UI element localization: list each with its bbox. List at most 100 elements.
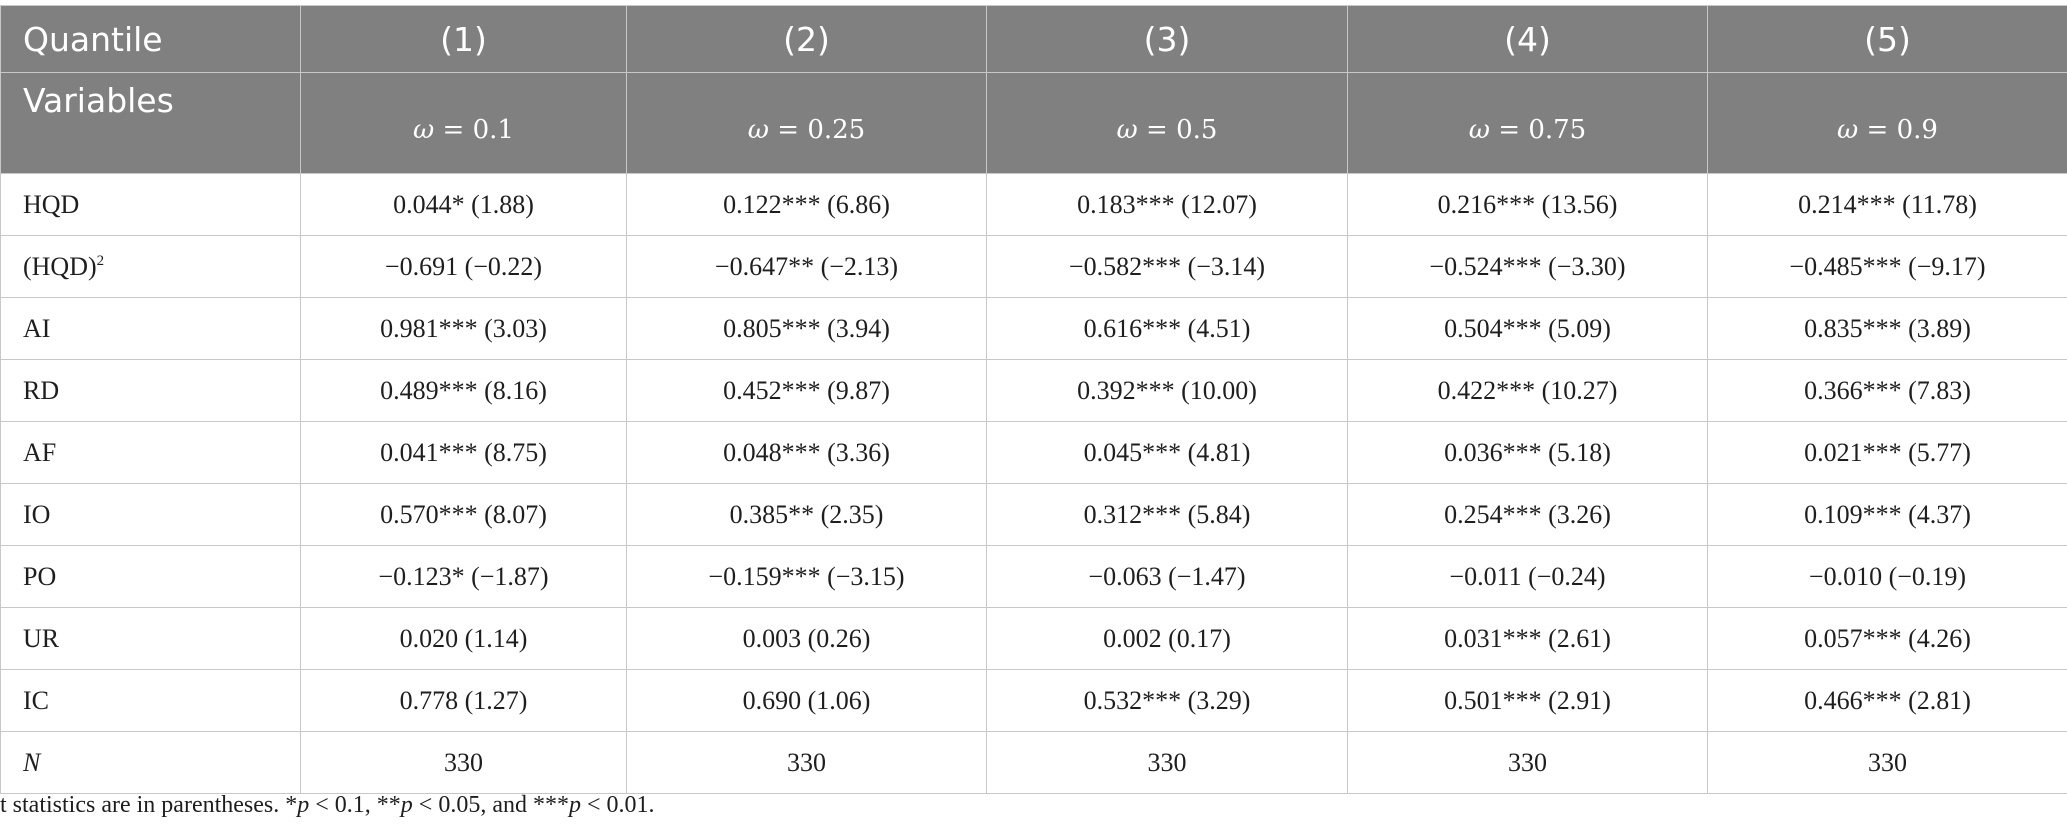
- table-cell: 0.003 (0.26): [626, 607, 987, 670]
- table-cell: 0.002 (0.17): [986, 607, 1348, 670]
- table-row: AI 0.981*** (3.03) 0.805*** (3.94) 0.616…: [0, 297, 2067, 360]
- table-row: UR 0.020 (1.14) 0.003 (0.26) 0.002 (0.17…: [0, 607, 2067, 670]
- table-row: PO −0.123* (−1.87) −0.159*** (−3.15) −0.…: [0, 545, 2067, 608]
- table-cell: −0.524*** (−3.30): [1347, 235, 1708, 298]
- row-label-n: N: [0, 731, 301, 794]
- omega-header-4: ω = 0.75: [1347, 72, 1708, 174]
- omega-value: 0.5: [1176, 115, 1218, 145]
- p-symbol: p: [400, 792, 413, 818]
- table-cell: 0.422*** (10.27): [1347, 359, 1708, 422]
- omega-symbol: ω: [747, 115, 769, 145]
- table-cell: 0.109*** (4.37): [1707, 483, 2067, 546]
- superscript: 2: [96, 252, 105, 269]
- table-row: HQD 0.044* (1.88) 0.122*** (6.86) 0.183*…: [0, 173, 2067, 236]
- table-row: IO 0.570*** (8.07) 0.385** (2.35) 0.312*…: [0, 483, 2067, 546]
- column-number-3: (3): [986, 5, 1348, 73]
- table-cell: 0.216*** (13.56): [1347, 173, 1708, 236]
- footnote-text: < 0.01.: [580, 792, 655, 818]
- omega-header-2: ω = 0.25: [626, 72, 987, 174]
- table-cell: −0.010 (−0.19): [1707, 545, 2067, 608]
- table-cell: −0.691 (−0.22): [300, 235, 627, 298]
- table-cell: 0.981*** (3.03): [300, 297, 627, 360]
- table-cell: 0.570*** (8.07): [300, 483, 627, 546]
- table-cell: 0.031*** (2.61): [1347, 607, 1708, 670]
- column-number-1: (1): [300, 5, 627, 73]
- omega-equals: =: [768, 115, 808, 145]
- p-symbol: p: [297, 792, 310, 818]
- omega-value: 0.9: [1896, 115, 1938, 145]
- header-row-variables: Variables ω = 0.1 ω = 0.25 ω = 0.5 ω = 0…: [0, 72, 2067, 174]
- table-cell: −0.123* (−1.87): [300, 545, 627, 608]
- table-body: HQD 0.044* (1.88) 0.122*** (6.86) 0.183*…: [0, 173, 2067, 794]
- table-footnote: t statistics are in parentheses. *p < 0.…: [0, 792, 655, 819]
- footnote-text: < 0.05, and ***: [412, 792, 569, 818]
- table-header: Quantile (1) (2) (3) (4) (5) Variables ω…: [0, 5, 2067, 174]
- table-row: IC 0.778 (1.27) 0.690 (1.06) 0.532*** (3…: [0, 669, 2067, 732]
- row-label-ic: IC: [0, 669, 301, 732]
- omega-equals: =: [434, 115, 473, 145]
- regression-table: Quantile (1) (2) (3) (4) (5) Variables ω…: [0, 5, 2067, 794]
- table-cell: 0.214*** (11.78): [1707, 173, 2067, 236]
- table-cell: 0.048*** (3.36): [626, 421, 987, 484]
- table-row: AF 0.041*** (8.75) 0.048*** (3.36) 0.045…: [0, 421, 2067, 484]
- row-label-ai: AI: [0, 297, 301, 360]
- table-cell: 0.036*** (5.18): [1347, 421, 1708, 484]
- table-cell: 0.183*** (12.07): [986, 173, 1348, 236]
- table-row: RD 0.489*** (8.16) 0.452*** (9.87) 0.392…: [0, 359, 2067, 422]
- omega-symbol: ω: [1116, 115, 1138, 145]
- row-label-text: (HQD): [23, 251, 97, 281]
- table-row: (HQD)2 −0.691 (−0.22) −0.647** (−2.13) −…: [0, 235, 2067, 298]
- omega-symbol: ω: [1468, 115, 1490, 145]
- table-cell: 0.690 (1.06): [626, 669, 987, 732]
- table-cell: −0.011 (−0.24): [1347, 545, 1708, 608]
- row-label-po: PO: [0, 545, 301, 608]
- row-label-af: AF: [0, 421, 301, 484]
- footnote-text: t statistics are in parentheses. *: [0, 792, 298, 818]
- table-cell: 330: [986, 731, 1348, 794]
- omega-symbol: ω: [1837, 115, 1859, 145]
- omega-value: 0.25: [807, 115, 866, 145]
- omega-header-5: ω = 0.9: [1707, 72, 2067, 174]
- table-cell: 330: [1707, 731, 2067, 794]
- table-cell: 0.489*** (8.16): [300, 359, 627, 422]
- row-label-io: IO: [0, 483, 301, 546]
- omega-symbol: ω: [413, 115, 435, 145]
- table-cell: 0.312*** (5.84): [986, 483, 1348, 546]
- table-cell: 0.778 (1.27): [300, 669, 627, 732]
- row-label-rd: RD: [0, 359, 301, 422]
- omega-equals: =: [1489, 115, 1529, 145]
- table-cell: 0.504*** (5.09): [1347, 297, 1708, 360]
- table-cell: 0.392*** (10.00): [986, 359, 1348, 422]
- omega-value: 0.75: [1528, 115, 1587, 145]
- table-cell: 0.501*** (2.91): [1347, 669, 1708, 732]
- table-cell: 0.045*** (4.81): [986, 421, 1348, 484]
- table-cell: 0.021*** (5.77): [1707, 421, 2067, 484]
- row-label-hqd: HQD: [0, 173, 301, 236]
- omega-equals: =: [1137, 115, 1177, 145]
- table-cell: 0.020 (1.14): [300, 607, 627, 670]
- table-cell: 0.057*** (4.26): [1707, 607, 2067, 670]
- table-cell: 0.385** (2.35): [626, 483, 987, 546]
- quantile-header: Quantile: [0, 5, 301, 73]
- table-cell: 330: [1347, 731, 1708, 794]
- table-cell: 0.466*** (2.81): [1707, 669, 2067, 732]
- table-cell: 0.254*** (3.26): [1347, 483, 1708, 546]
- table-cell: −0.159*** (−3.15): [626, 545, 987, 608]
- table-cell: 0.366*** (7.83): [1707, 359, 2067, 422]
- p-symbol: p: [568, 792, 581, 818]
- variables-header: Variables: [0, 72, 301, 174]
- table-cell: 0.805*** (3.94): [626, 297, 987, 360]
- footnote-text: < 0.1, **: [309, 792, 401, 818]
- omega-value: 0.1: [472, 115, 514, 145]
- omega-equals: =: [1858, 115, 1897, 145]
- header-row-quantile: Quantile (1) (2) (3) (4) (5): [0, 5, 2067, 73]
- table-cell: 0.532*** (3.29): [986, 669, 1348, 732]
- table-cell: −0.582*** (−3.14): [986, 235, 1348, 298]
- omega-header-1: ω = 0.1: [300, 72, 627, 174]
- table-cell: −0.485*** (−9.17): [1707, 235, 2067, 298]
- table-row: N 330 330 330 330 330: [0, 731, 2067, 794]
- table-cell: 330: [626, 731, 987, 794]
- table-cell: 0.452*** (9.87): [626, 359, 987, 422]
- column-number-5: (5): [1707, 5, 2067, 73]
- column-number-4: (4): [1347, 5, 1708, 73]
